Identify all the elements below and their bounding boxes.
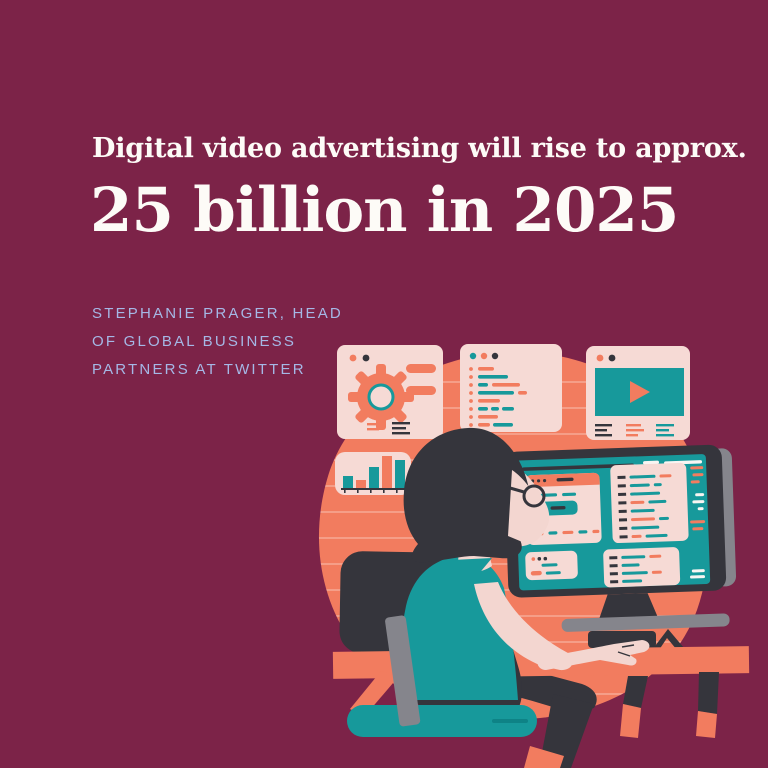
window-dot (349, 354, 357, 362)
woman-hair (403, 427, 532, 563)
headline-stat: 25 billion in 2025 (90, 175, 679, 246)
list-lines-icon (469, 367, 527, 427)
desk-leg (698, 672, 719, 714)
attribution-line: STEPHANIE PRAGER, HEAD (92, 305, 343, 322)
glasses-icon (522, 484, 546, 508)
window-dot (480, 352, 488, 360)
tablet-stand (652, 629, 684, 650)
window-dot (469, 352, 477, 360)
video-window (586, 346, 690, 440)
bar-chart-icon (341, 456, 407, 493)
woman-arm (474, 582, 573, 671)
chair-pole (385, 615, 421, 727)
screen-window-list (610, 462, 689, 544)
window-dot (608, 354, 616, 362)
headline-intro: Digital video advertising will rise to a… (92, 133, 747, 164)
attribution-line: PARTNERS AT TWITTER (92, 361, 306, 378)
screen-window-chat (525, 550, 578, 581)
collar (452, 558, 492, 582)
text-lines (595, 424, 674, 437)
chair-base (347, 615, 537, 737)
attribution-line: OF GLOBAL BUSINESS (92, 333, 297, 350)
monitor-riser (561, 613, 730, 632)
text-lines (367, 422, 410, 435)
settings-window (337, 345, 443, 439)
screen-sidebar-lines (690, 466, 706, 531)
window-dot (362, 354, 370, 362)
chart-window (335, 452, 411, 495)
monitor-stand (598, 593, 659, 621)
gear-icon (348, 364, 414, 430)
window-dot (596, 354, 604, 362)
desk-leg (623, 676, 648, 708)
attribution: STEPHANIE PRAGER, HEAD OF GLOBAL BUSINES… (92, 300, 343, 384)
woman (400, 427, 573, 715)
play-icon (630, 381, 650, 403)
monitor (504, 444, 737, 632)
window-dot (491, 352, 499, 360)
shoe (524, 746, 564, 768)
code-window (460, 344, 562, 432)
screen-window-notes (603, 547, 681, 588)
woman-hand (537, 640, 650, 670)
